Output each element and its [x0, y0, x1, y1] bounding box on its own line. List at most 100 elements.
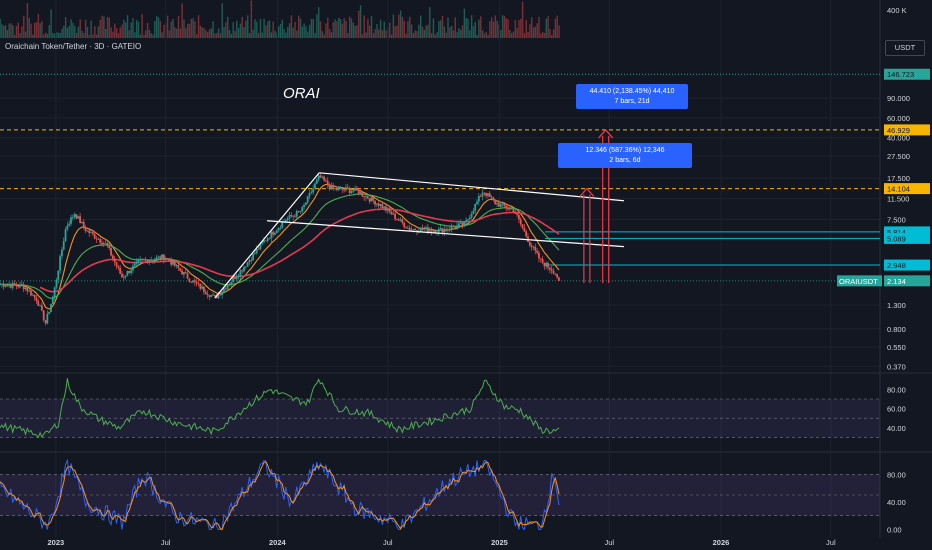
- volume-bar: [334, 19, 336, 38]
- candle-body: [386, 208, 389, 211]
- candle-body: [488, 193, 491, 197]
- candle-body: [35, 297, 38, 302]
- candle-body: [337, 187, 340, 190]
- volume-bar: [250, 0, 253, 39]
- volume-bar: [196, 34, 198, 38]
- candle-body: [2, 283, 5, 287]
- candle-body: [321, 176, 324, 178]
- volume-bar: [327, 17, 329, 38]
- candle-body: [348, 188, 351, 193]
- volume-bar: [186, 23, 189, 38]
- volume-bar: [554, 18, 557, 38]
- volume-bar: [217, 28, 220, 38]
- volume-bar: [4, 25, 7, 38]
- candle-body: [42, 310, 45, 321]
- volume-bar: [108, 17, 111, 38]
- volume-bar: [494, 15, 497, 39]
- volume-bar: [321, 31, 324, 38]
- candle-body: [68, 223, 71, 226]
- candle-body: [215, 296, 218, 299]
- volume-bar: [61, 28, 63, 38]
- volume-bar: [425, 25, 427, 38]
- candle-body: [517, 214, 520, 220]
- rally-trend-line: [214, 172, 320, 299]
- candle-body: [188, 278, 191, 282]
- volume-bar: [281, 19, 284, 38]
- volume-bar: [1, 24, 3, 38]
- candle-body: [208, 295, 211, 297]
- candle-body: [62, 241, 65, 250]
- candle-body: [230, 281, 233, 285]
- candle-body: [397, 219, 400, 221]
- candle-body: [246, 262, 249, 267]
- candle-body: [556, 274, 559, 278]
- candle-body: [33, 294, 36, 298]
- volume-bar: [443, 26, 446, 38]
- volume-bar: [157, 17, 160, 38]
- volume-bar: [59, 32, 61, 38]
- ema-slow-line: [39, 208, 560, 293]
- candle-body: [97, 239, 100, 240]
- volume-bar: [83, 32, 85, 38]
- currency-button[interactable]: USDT: [885, 40, 925, 56]
- volume-bar: [358, 10, 360, 39]
- volume-bar: [115, 28, 118, 38]
- volume-bar: [285, 32, 287, 38]
- volume-bar: [64, 17, 67, 38]
- candle-body: [394, 213, 396, 219]
- candle-body: [314, 183, 316, 189]
- candle-body: [377, 203, 380, 206]
- symbol-tag: [837, 275, 882, 287]
- candle-body: [142, 259, 145, 261]
- candle-body: [248, 260, 251, 263]
- volume-bar: [294, 21, 296, 38]
- volume-bar: [432, 18, 435, 38]
- candle-body: [168, 258, 171, 261]
- candle-body: [396, 218, 398, 220]
- candle-body: [110, 248, 112, 256]
- volume-bar: [521, 1, 524, 39]
- candle-body: [263, 240, 265, 243]
- volume-bar: [541, 31, 544, 38]
- volume-bar: [330, 32, 333, 38]
- candle-body: [204, 291, 207, 295]
- candle-body: [213, 294, 216, 297]
- candle-body: [102, 243, 105, 245]
- candle-body: [439, 228, 442, 229]
- current-price-tag: [884, 275, 930, 287]
- volume-bar: [119, 27, 121, 38]
- candle-body: [558, 277, 560, 281]
- volume-bar: [221, 3, 223, 38]
- time-tick-label: Jul: [383, 538, 393, 547]
- candle-body: [104, 242, 107, 244]
- candle-body: [193, 280, 196, 282]
- volume-bar: [288, 23, 291, 38]
- candle-body: [497, 203, 500, 207]
- candle-body: [339, 187, 342, 189]
- volume-bar: [32, 34, 34, 38]
- candle-body: [272, 231, 275, 235]
- candle-body: [50, 304, 52, 312]
- candle-body: [232, 277, 234, 282]
- volume-bar: [43, 34, 45, 38]
- volume-bar: [143, 34, 145, 38]
- volume-bar: [141, 14, 143, 39]
- volume-bar: [57, 32, 60, 38]
- volume-bar: [154, 20, 156, 38]
- candle-body: [82, 221, 85, 227]
- volume-bar: [507, 19, 509, 38]
- channel-lower-line: [266, 220, 624, 248]
- candle-body: [10, 284, 12, 288]
- candle-body: [543, 262, 546, 267]
- price-candles: [0, 173, 560, 326]
- volume-bar: [197, 15, 200, 38]
- volume-bar: [556, 15, 558, 38]
- candle-body: [452, 226, 455, 228]
- candle-body: [0, 283, 3, 285]
- price-tick-label: 11.500: [887, 195, 909, 204]
- volume-bar: [398, 14, 400, 38]
- chart-title: Oraichain Token/Tether · 3D · GATEIO: [5, 42, 142, 51]
- volume-bar: [523, 33, 526, 38]
- level-tag-text: 5.089: [887, 234, 906, 243]
- candle-body: [374, 200, 376, 205]
